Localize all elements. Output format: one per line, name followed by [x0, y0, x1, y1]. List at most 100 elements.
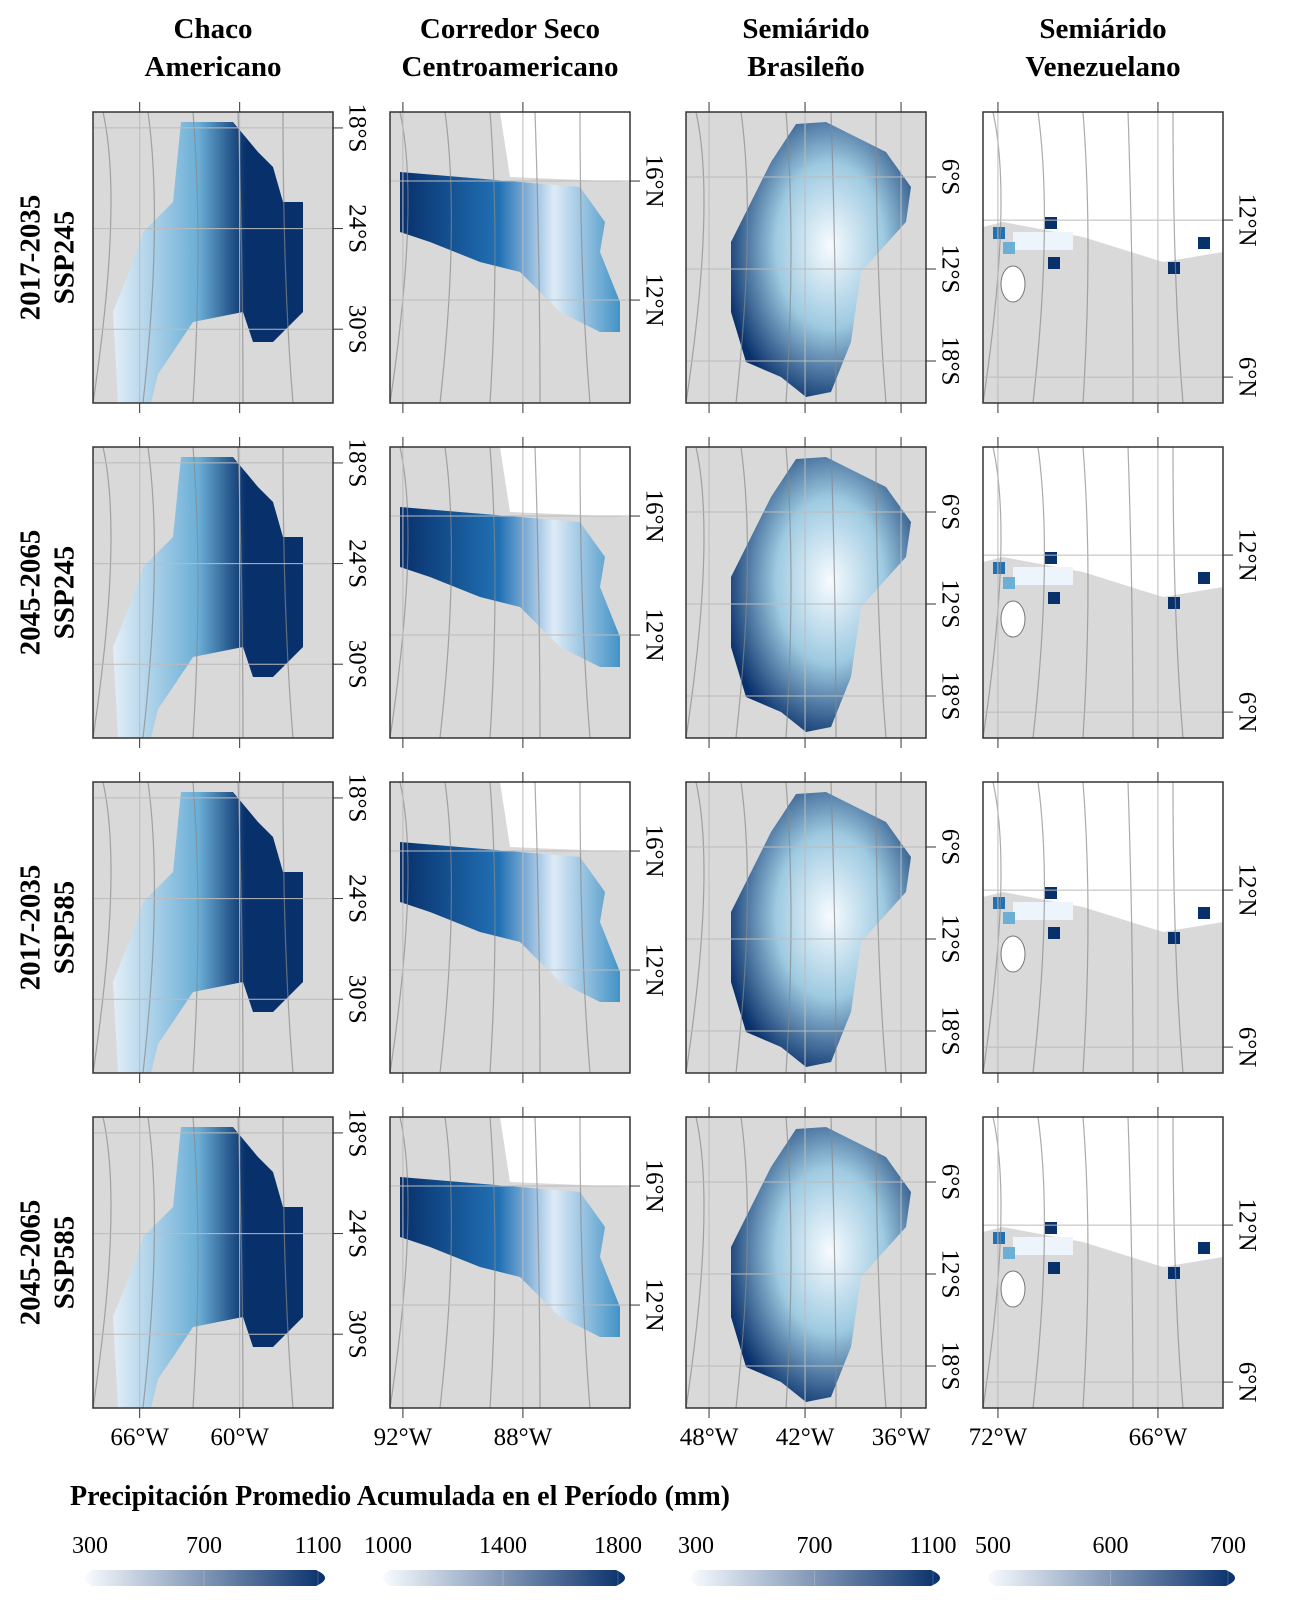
panel-frame: [389, 111, 631, 404]
ocean: [983, 447, 1223, 597]
column-title: Semiárido: [742, 13, 869, 45]
map-panel: [685, 437, 936, 748]
map-panel: [389, 1107, 640, 1418]
panel-frame: [685, 446, 927, 739]
x-tick-label: 42°W: [776, 1424, 835, 1451]
y-tick-label: 18°S: [936, 672, 963, 721]
x-tick-label: 66°W: [1129, 1424, 1188, 1451]
border: [735, 1116, 749, 1409]
y-tick-label: 12°N: [640, 609, 667, 662]
precip-cell: [993, 562, 1005, 574]
map-panel: [685, 772, 936, 1083]
border: [1032, 111, 1046, 404]
border: [1082, 781, 1089, 1074]
column-title: Brasileño: [747, 51, 865, 83]
border: [439, 1116, 453, 1409]
colorbar-label: 1100: [294, 1533, 341, 1559]
border: [1082, 111, 1089, 404]
precip-field: [731, 457, 911, 732]
y-tick-label: 24°S: [343, 1209, 370, 1258]
border: [282, 111, 294, 404]
border: [785, 781, 792, 1074]
border: [982, 1116, 1002, 1409]
column-title: Venezuelano: [1025, 51, 1180, 83]
border: [1127, 781, 1134, 1074]
y-tick-label: 24°S: [343, 874, 370, 923]
panel-frame: [982, 1116, 1224, 1409]
precip-cell: [1198, 572, 1210, 584]
border: [439, 446, 453, 739]
y-tick-label: 30°S: [343, 1310, 370, 1359]
colorbar-label: 300: [678, 1533, 714, 1559]
colorbar-label: 700: [797, 1533, 833, 1559]
precip-cell: [1168, 1267, 1180, 1279]
x-tick-label: 36°W: [872, 1424, 931, 1451]
border: [982, 781, 1002, 1074]
border: [685, 1116, 705, 1409]
border: [534, 111, 541, 404]
border: [282, 1116, 294, 1409]
border: [192, 446, 199, 739]
border: [579, 111, 591, 404]
legend-title: Precipitación Promedio Acumulada en el P…: [70, 1481, 730, 1512]
precip-field: [1013, 1237, 1073, 1255]
border: [875, 1116, 887, 1409]
panel-frame: [685, 1116, 927, 1409]
border: [282, 446, 294, 739]
row-label: SSP585: [49, 1216, 81, 1309]
map-panel: [92, 437, 343, 748]
ocean: [500, 447, 630, 517]
precip-field: [731, 1127, 911, 1402]
border: [1172, 446, 1184, 739]
colorbar-label: 500: [975, 1533, 1011, 1559]
border: [875, 781, 887, 1074]
ocean: [500, 112, 630, 182]
precip-cell: [1168, 597, 1180, 609]
border: [389, 1116, 409, 1409]
precip-field: [731, 792, 911, 1067]
y-tick-label: 18°S: [936, 1342, 963, 1391]
colorbar-label: 1100: [909, 1533, 956, 1559]
y-tick-label: 12°N: [640, 1279, 667, 1332]
precip-field: [400, 842, 620, 1002]
precip-cell: [1048, 927, 1060, 939]
panel-frame: [92, 1116, 334, 1409]
panel-frame: [982, 111, 1224, 404]
colorbar: [85, 1570, 325, 1586]
precip-cell: [1168, 932, 1180, 944]
border: [830, 1116, 837, 1409]
ocean: [983, 782, 1223, 932]
border: [735, 781, 749, 1074]
border: [685, 111, 705, 404]
y-tick-label: 16°N: [640, 489, 667, 542]
y-tick-label: 16°N: [640, 824, 667, 877]
precip-cell: [1003, 912, 1015, 924]
border: [489, 1116, 496, 1409]
precip-cell: [993, 897, 1005, 909]
panel-frame: [389, 446, 631, 739]
precip-cell: [1045, 552, 1057, 564]
row-label: 2017-2035: [15, 195, 47, 321]
border: [142, 1116, 156, 1409]
border: [389, 446, 409, 739]
y-tick-label: 6°N: [1233, 692, 1260, 733]
y-tick-label: 12°N: [640, 274, 667, 327]
border: [192, 781, 199, 1074]
column-title: Americano: [145, 51, 282, 83]
precip-cell: [1048, 592, 1060, 604]
y-tick-label: 18°S: [343, 1108, 370, 1157]
row-label: 2045-2065: [15, 530, 47, 656]
y-tick-label: 6°S: [936, 159, 963, 195]
y-tick-label: 12°N: [1233, 194, 1260, 247]
precip-cell: [1048, 1262, 1060, 1274]
border: [875, 446, 887, 739]
y-tick-label: 6°S: [936, 829, 963, 865]
panel-frame: [92, 781, 334, 1074]
row-label: SSP245: [49, 546, 81, 639]
precip-cell: [1045, 1222, 1057, 1234]
map-panel: [982, 1107, 1233, 1418]
y-tick-label: 18°S: [936, 1007, 963, 1056]
border: [489, 446, 496, 739]
panel-frame: [389, 1116, 631, 1409]
precip-field: [113, 1127, 303, 1408]
